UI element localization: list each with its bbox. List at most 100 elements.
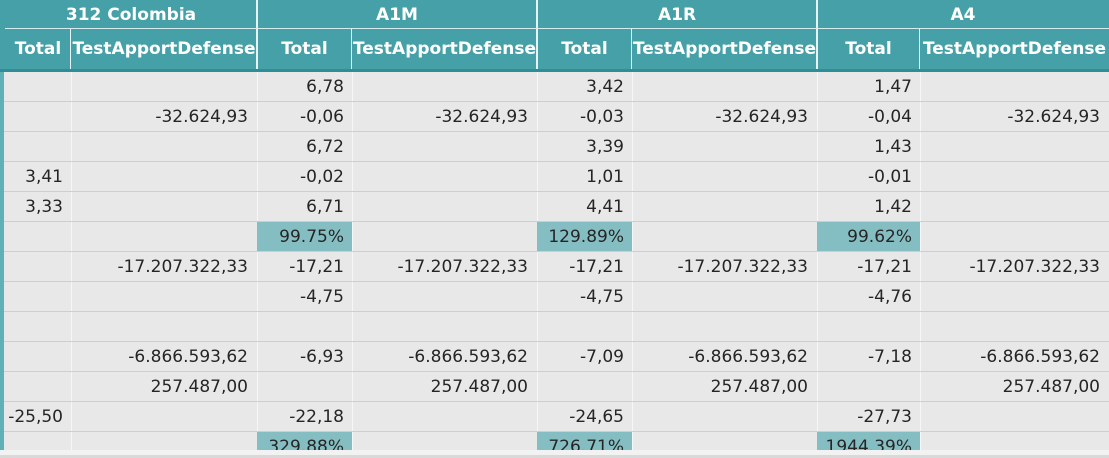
- table-cell[interactable]: -6.866.593,62: [408, 346, 528, 367]
- table-cell[interactable]: [352, 222, 536, 251]
- table-cell[interactable]: 257.487,00: [710, 376, 808, 397]
- table-cell[interactable]: [71, 192, 256, 221]
- table-cell[interactable]: [5, 72, 71, 101]
- table-cell[interactable]: [352, 402, 536, 431]
- table-cell[interactable]: -32.624,93: [435, 106, 528, 127]
- table-cell[interactable]: [920, 282, 1108, 311]
- column-header[interactable]: Total: [14, 39, 62, 59]
- table-cell[interactable]: 6,71: [306, 196, 344, 217]
- table-cell[interactable]: -17.207.322,33: [677, 256, 808, 277]
- table-cell[interactable]: -0,02: [300, 166, 344, 187]
- table-cell[interactable]: [5, 252, 71, 281]
- table-cell[interactable]: -4,75: [580, 286, 624, 307]
- column-group-header[interactable]: A1R: [657, 4, 697, 25]
- table-cell[interactable]: [632, 312, 816, 341]
- table-cell[interactable]: 4,41: [586, 196, 624, 217]
- table-cell[interactable]: -0,03: [580, 106, 624, 127]
- table-cell[interactable]: [5, 312, 71, 341]
- table-cell[interactable]: [352, 72, 536, 101]
- table-cell[interactable]: -17,21: [857, 256, 912, 277]
- column-header[interactable]: Total: [845, 39, 892, 59]
- table-cell[interactable]: -32.624,93: [715, 106, 808, 127]
- column-header[interactable]: Total: [281, 39, 328, 59]
- table-cell[interactable]: -6.866.593,62: [128, 346, 248, 367]
- table-cell[interactable]: [537, 312, 632, 341]
- table-cell[interactable]: -17.207.322,33: [117, 256, 248, 277]
- table-cell[interactable]: [71, 402, 256, 431]
- table-cell[interactable]: [632, 132, 816, 161]
- table-cell[interactable]: -27,73: [857, 406, 912, 427]
- table-cell[interactable]: [352, 132, 536, 161]
- table-cell[interactable]: [920, 222, 1108, 251]
- table-cell[interactable]: [352, 282, 536, 311]
- horizontal-scrollbar[interactable]: [0, 450, 1109, 458]
- table-cell[interactable]: [920, 72, 1108, 101]
- table-cell[interactable]: [5, 342, 71, 371]
- table-cell[interactable]: -17.207.322,33: [397, 256, 528, 277]
- column-header[interactable]: Total: [561, 39, 608, 59]
- table-cell[interactable]: [71, 72, 256, 101]
- table-cell[interactable]: -0,01: [868, 166, 912, 187]
- column-header[interactable]: TestApportDefense: [72, 39, 256, 59]
- table-cell[interactable]: 257.487,00: [150, 376, 248, 397]
- table-cell[interactable]: [352, 162, 536, 191]
- table-cell[interactable]: -32.624,93: [155, 106, 248, 127]
- table-cell[interactable]: -6.866.593,62: [688, 346, 808, 367]
- table-cell[interactable]: [632, 222, 816, 251]
- table-cell[interactable]: [5, 372, 71, 401]
- table-cell[interactable]: [632, 72, 816, 101]
- column-header[interactable]: TestApportDefense: [352, 39, 537, 59]
- table-cell[interactable]: -24,65: [569, 406, 624, 427]
- table-cell[interactable]: [257, 372, 352, 401]
- table-cell[interactable]: [5, 282, 71, 311]
- table-cell[interactable]: [817, 372, 920, 401]
- table-cell[interactable]: -0,04: [868, 106, 912, 127]
- table-cell[interactable]: [352, 312, 536, 341]
- table-cell[interactable]: [632, 282, 816, 311]
- table-cell[interactable]: [817, 312, 920, 341]
- table-cell[interactable]: 1,42: [874, 196, 912, 217]
- table-cell[interactable]: [71, 222, 256, 251]
- table-cell[interactable]: [920, 402, 1108, 431]
- table-cell[interactable]: 1,43: [874, 136, 912, 157]
- table-cell[interactable]: 257.487,00: [1002, 376, 1100, 397]
- table-cell[interactable]: [5, 222, 71, 251]
- table-cell[interactable]: -7,18: [868, 346, 912, 367]
- table-cell[interactable]: -17,21: [289, 256, 344, 277]
- column-group-header[interactable]: 312 Colombia: [65, 4, 197, 25]
- table-cell[interactable]: -4,76: [868, 286, 912, 307]
- table-cell[interactable]: 3,33: [25, 196, 63, 217]
- table-cell[interactable]: -25,50: [8, 406, 63, 427]
- table-cell[interactable]: 129.89%: [537, 222, 632, 251]
- table-cell[interactable]: -0,06: [300, 106, 344, 127]
- table-cell[interactable]: [537, 372, 632, 401]
- column-header[interactable]: TestApportDefense: [922, 39, 1107, 59]
- table-cell[interactable]: [71, 312, 256, 341]
- table-cell[interactable]: [920, 312, 1108, 341]
- table-cell[interactable]: 99.62%: [817, 222, 920, 251]
- column-group-header[interactable]: A4: [950, 4, 976, 25]
- table-cell[interactable]: -6,93: [300, 346, 344, 367]
- table-cell[interactable]: -17,21: [569, 256, 624, 277]
- table-cell[interactable]: [920, 192, 1108, 221]
- column-group-header[interactable]: A1M: [376, 4, 418, 25]
- table-cell[interactable]: -4,75: [300, 286, 344, 307]
- table-cell[interactable]: 257.487,00: [430, 376, 528, 397]
- table-cell[interactable]: 1,01: [586, 166, 624, 187]
- table-cell[interactable]: -17.207.322,33: [969, 256, 1100, 277]
- table-cell[interactable]: 6,72: [306, 136, 344, 157]
- table-cell[interactable]: [5, 132, 71, 161]
- table-cell[interactable]: [71, 162, 256, 191]
- table-cell[interactable]: [71, 132, 256, 161]
- table-cell[interactable]: [71, 282, 256, 311]
- table-cell[interactable]: -6.866.593,62: [980, 346, 1100, 367]
- table-cell[interactable]: 99.75%: [257, 222, 352, 251]
- table-cell[interactable]: 1,47: [874, 76, 912, 97]
- table-cell[interactable]: [920, 162, 1108, 191]
- table-cell[interactable]: [352, 192, 536, 221]
- table-cell[interactable]: [632, 402, 816, 431]
- table-cell[interactable]: [632, 162, 816, 191]
- table-cell[interactable]: [5, 102, 71, 131]
- table-cell[interactable]: [632, 192, 816, 221]
- table-cell[interactable]: -32.624,93: [1007, 106, 1100, 127]
